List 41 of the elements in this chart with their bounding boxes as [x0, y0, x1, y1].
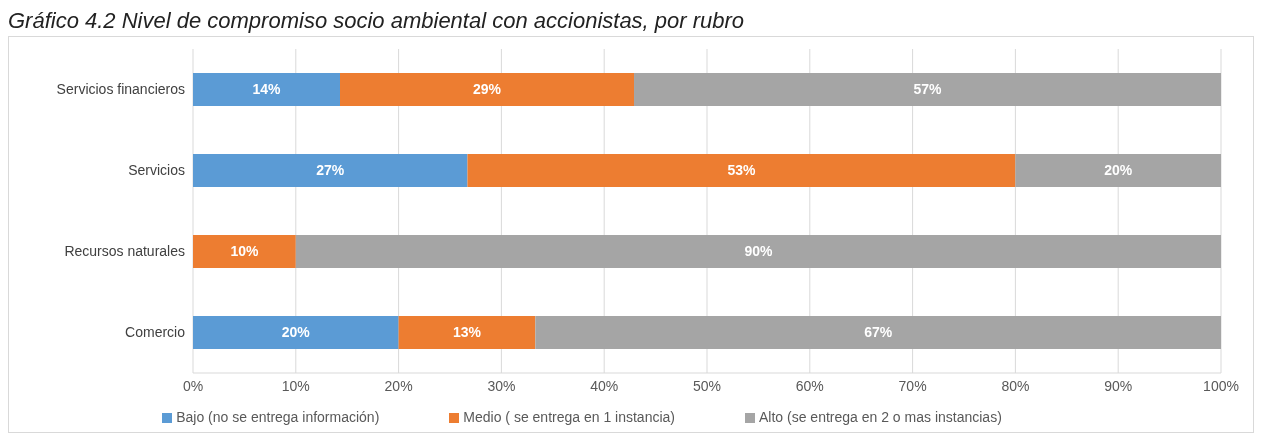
- x-tick-label: 90%: [1104, 377, 1133, 394]
- x-tick-label: 40%: [590, 377, 619, 394]
- y-tick-label: Servicios: [128, 162, 185, 179]
- data-label: 57%: [913, 81, 943, 98]
- chart-title: Gráfico 4.2 Nivel de compromiso socio ambiental con accionistas, por rubro: [8, 8, 746, 35]
- bar: [193, 316, 399, 349]
- x-tick-label: 80%: [1001, 377, 1030, 394]
- bar: [634, 73, 1221, 106]
- data-label: 13%: [452, 324, 482, 341]
- bar: [340, 73, 635, 106]
- y-tick-label: Comercio: [125, 324, 186, 341]
- data-label: 14%: [252, 81, 282, 98]
- data-label: 90%: [744, 243, 773, 260]
- bar: [1015, 154, 1221, 187]
- bar: [398, 316, 536, 349]
- bar: [295, 235, 1221, 268]
- data-label: 53%: [727, 162, 756, 179]
- y-tick-label: Servicios financieros: [56, 81, 185, 98]
- x-tick-label: 100%: [1203, 377, 1239, 394]
- legend-label: Medio ( se entrega en 1 instancia): [463, 409, 675, 425]
- x-tick-label: 10%: [281, 377, 310, 394]
- x-tick-label: 20%: [384, 377, 413, 394]
- data-label: 27%: [316, 162, 345, 179]
- legend-label: Alto (se entrega en 2 o mas instancias): [759, 409, 1002, 425]
- data-label: 67%: [864, 324, 893, 341]
- legend-label: Bajo (no se entrega información): [176, 409, 380, 425]
- bar: [467, 154, 1016, 187]
- x-tick-label: 60%: [795, 377, 824, 394]
- data-label: 20%: [281, 324, 311, 341]
- bar: [193, 235, 296, 268]
- y-tick-label: Recursos naturales: [64, 243, 185, 260]
- bar: [193, 154, 468, 187]
- x-tick-label: 0%: [182, 377, 204, 394]
- x-tick-label: 70%: [898, 377, 927, 394]
- data-label: 29%: [472, 81, 502, 98]
- bar: [193, 73, 340, 106]
- bar: [535, 316, 1221, 349]
- x-tick-label: 30%: [487, 377, 516, 394]
- x-tick-label: 50%: [692, 377, 722, 394]
- data-label: 10%: [230, 243, 259, 260]
- data-label: 20%: [1104, 162, 1133, 179]
